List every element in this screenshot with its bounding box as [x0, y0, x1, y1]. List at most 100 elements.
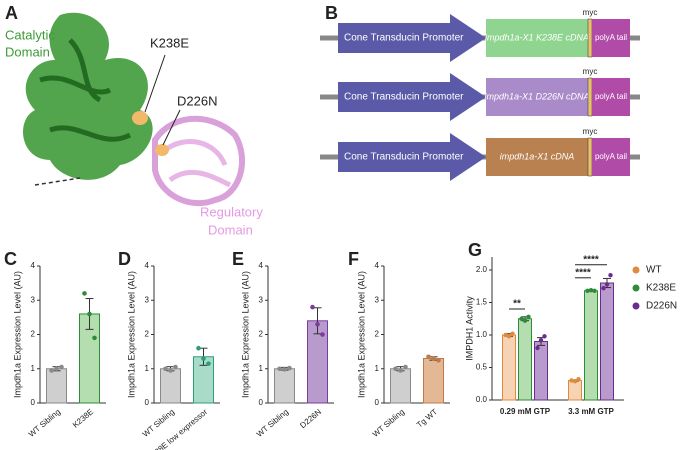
x-tick-label: 0.29 mM GTP	[500, 407, 551, 416]
data-point	[576, 377, 581, 382]
y-tick-label: 3	[145, 295, 150, 304]
data-point	[503, 332, 508, 338]
y-tick-label: 3	[31, 295, 36, 304]
legend-marker	[632, 266, 640, 274]
data-point	[206, 361, 211, 366]
significance-label: ****	[583, 254, 599, 265]
myc-box	[587, 18, 593, 58]
data-point	[49, 368, 54, 373]
y-tick-label: 4	[31, 261, 36, 270]
data-point	[592, 288, 597, 293]
y-tick-label: 1.0	[476, 330, 488, 339]
promoter-arrow	[338, 14, 486, 62]
significance-label: ****	[575, 267, 591, 278]
y-axis-label: Impdh1a Expression Level (AU)	[356, 271, 366, 398]
data-point	[163, 366, 168, 372]
data-point	[604, 282, 610, 287]
data-point	[538, 338, 544, 343]
y-tick-label: 3	[259, 295, 264, 304]
bar	[600, 282, 614, 401]
y-tick-label: 2	[375, 330, 380, 339]
protein-structure	[22, 12, 246, 207]
bar	[502, 334, 516, 401]
myc-label: myc	[583, 8, 598, 17]
data-point	[168, 368, 173, 373]
x-tick-label: D226N	[298, 407, 323, 430]
data-point	[59, 364, 64, 370]
data-point	[287, 365, 292, 371]
y-axis-label: Impdh1a Expression Level (AU)	[12, 271, 22, 398]
data-point	[315, 321, 320, 327]
y-tick-label: 1.5	[476, 298, 488, 307]
data-point	[601, 286, 606, 291]
x-tick-label: WT Sibling	[255, 407, 290, 439]
cdna-label: impdh1a-X1 cDNA	[500, 151, 575, 161]
y-tick-label: 2	[31, 330, 36, 339]
panel-letter: E	[232, 249, 244, 269]
data-point	[510, 331, 515, 336]
data-point	[431, 356, 436, 361]
y-tick-label: 4	[375, 261, 380, 270]
promoter-arrow	[338, 133, 486, 181]
promoter-label: Cone Transducin Promoter	[344, 92, 464, 103]
data-point	[426, 354, 431, 360]
data-point	[201, 356, 206, 361]
myc-box	[587, 137, 593, 177]
data-point	[535, 345, 540, 351]
data-point	[588, 287, 594, 293]
data-point	[196, 345, 201, 351]
bar	[584, 290, 598, 401]
cdna-label: impdh1a-X1 D226N cDNA	[484, 91, 589, 101]
y-tick-label: 0	[31, 398, 36, 407]
y-tick-label: 0	[375, 398, 380, 407]
y-tick-label: 1	[259, 364, 264, 373]
polya-label: polyA tail	[595, 33, 627, 42]
panel-letter: A	[5, 3, 18, 23]
x-tick-label: 3.3 mM GTP	[568, 407, 614, 416]
legend-label: K238E	[646, 283, 676, 294]
cdna-box	[486, 138, 588, 176]
data-point	[585, 288, 590, 293]
domain-label: Domain	[208, 222, 253, 237]
data-point	[282, 367, 287, 372]
data-point	[277, 366, 282, 372]
bar	[390, 368, 411, 404]
bar	[534, 341, 548, 401]
data-point	[320, 332, 325, 337]
data-point	[526, 314, 531, 319]
y-axis-label: Impdh1a Expression Level (AU)	[126, 271, 136, 398]
data-point	[403, 364, 408, 370]
data-point	[82, 291, 87, 296]
y-tick-label: 0.0	[476, 395, 488, 404]
bar	[160, 368, 181, 404]
myc-label: myc	[583, 67, 598, 76]
data-point	[608, 273, 613, 278]
domain-label: Domain	[5, 44, 50, 59]
domain-label: Regulatory	[200, 204, 263, 219]
bar	[46, 368, 67, 404]
cdna-label: impdh1a-X1 K238E cDNA	[485, 32, 589, 42]
bar	[274, 368, 295, 404]
polya-box	[592, 78, 630, 116]
y-tick-label: 0	[145, 398, 150, 407]
y-tick-label: 4	[145, 261, 150, 270]
cdna-box	[486, 78, 588, 116]
data-point	[506, 334, 512, 339]
y-tick-label: 2.0	[476, 265, 488, 274]
promoter-arrow	[338, 73, 486, 121]
polya-box	[592, 138, 630, 176]
mutation-label: K238E	[150, 35, 189, 50]
data-point	[310, 304, 315, 310]
bar	[568, 380, 582, 401]
y-tick-label: 0	[259, 398, 264, 407]
y-tick-label: 1	[31, 364, 36, 373]
data-point	[87, 311, 92, 317]
domain-label: Catalytic	[5, 27, 55, 42]
myc-label: myc	[583, 127, 598, 136]
mutation-label: D226N	[177, 93, 217, 108]
legend-marker	[632, 302, 640, 310]
polya-label: polyA tail	[595, 92, 627, 101]
significance-label: **	[513, 299, 521, 310]
panel-letter: D	[118, 249, 131, 269]
